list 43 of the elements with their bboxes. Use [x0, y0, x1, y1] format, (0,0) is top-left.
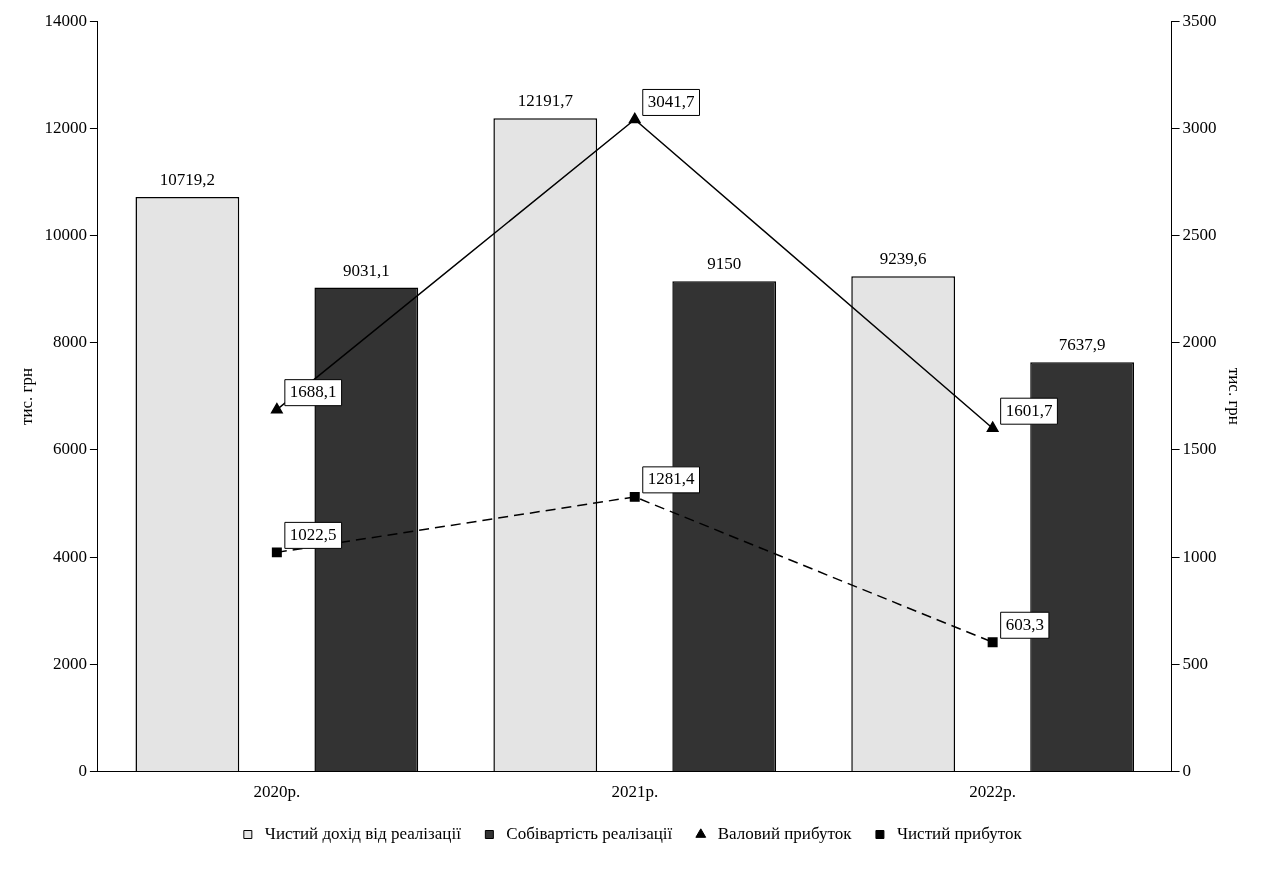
- y2-tick-label: 2000: [1182, 332, 1217, 352]
- data-label: 9239,6: [879, 249, 927, 269]
- data-label: 10719,2: [159, 170, 215, 190]
- data-label: 7637,9: [1058, 335, 1106, 355]
- y2-axis-title: тис. грн: [1225, 367, 1245, 425]
- data-label: 1022,5: [289, 524, 337, 544]
- data-label: 9031,1: [342, 260, 390, 280]
- legend-label: Валовий прибуток: [717, 823, 853, 843]
- y-tick-label: 2000: [52, 653, 87, 673]
- data-label: 1601,7: [1005, 400, 1053, 420]
- y-tick-label: 6000: [52, 439, 87, 459]
- y2-tick-label: 2500: [1182, 225, 1217, 245]
- y2-tick-label: 0: [1182, 761, 1192, 781]
- y2-tick-label: 3500: [1182, 10, 1217, 30]
- y2-tick-label: 500: [1182, 653, 1209, 673]
- data-label: 3041,7: [647, 91, 695, 111]
- legend-label: Чистий прибуток: [896, 823, 1023, 843]
- y-tick-label: 14000: [44, 10, 87, 30]
- point: [986, 421, 999, 432]
- data-label: 603,3: [1005, 614, 1044, 634]
- y-tick-label: 12000: [44, 117, 87, 137]
- data-label: 9150: [707, 254, 742, 274]
- data-label: 12191,7: [517, 91, 574, 111]
- y-tick-label: 4000: [52, 546, 87, 566]
- point: [987, 637, 998, 648]
- y-tick-label: 0: [78, 761, 87, 781]
- point: [271, 547, 282, 558]
- y-tick-label: 10000: [44, 225, 87, 245]
- x-tick-label: 2021р.: [611, 782, 659, 802]
- y-tick-label: 8000: [52, 332, 87, 352]
- point: [628, 112, 641, 124]
- data-label: 1281,4: [647, 469, 695, 489]
- legend-label: Собівартість реалізації: [506, 823, 673, 843]
- y-axis-title: тис. грн: [16, 367, 36, 425]
- y2-tick-label: 3000: [1182, 117, 1217, 137]
- y2-tick-label: 1000: [1182, 546, 1217, 566]
- x-tick-label: 2022р.: [969, 782, 1017, 802]
- y2-tick-label: 1500: [1182, 439, 1217, 459]
- data-label: 1688,1: [289, 382, 337, 402]
- x-tick-label: 2020р.: [253, 782, 301, 802]
- point: [629, 491, 640, 502]
- legend-label: Чистий дохід від реалізації: [264, 823, 462, 843]
- point: [270, 402, 283, 414]
